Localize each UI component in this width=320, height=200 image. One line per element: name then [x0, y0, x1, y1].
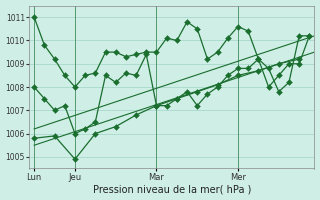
X-axis label: Pression niveau de la mer( hPa ): Pression niveau de la mer( hPa ) [92, 184, 251, 194]
